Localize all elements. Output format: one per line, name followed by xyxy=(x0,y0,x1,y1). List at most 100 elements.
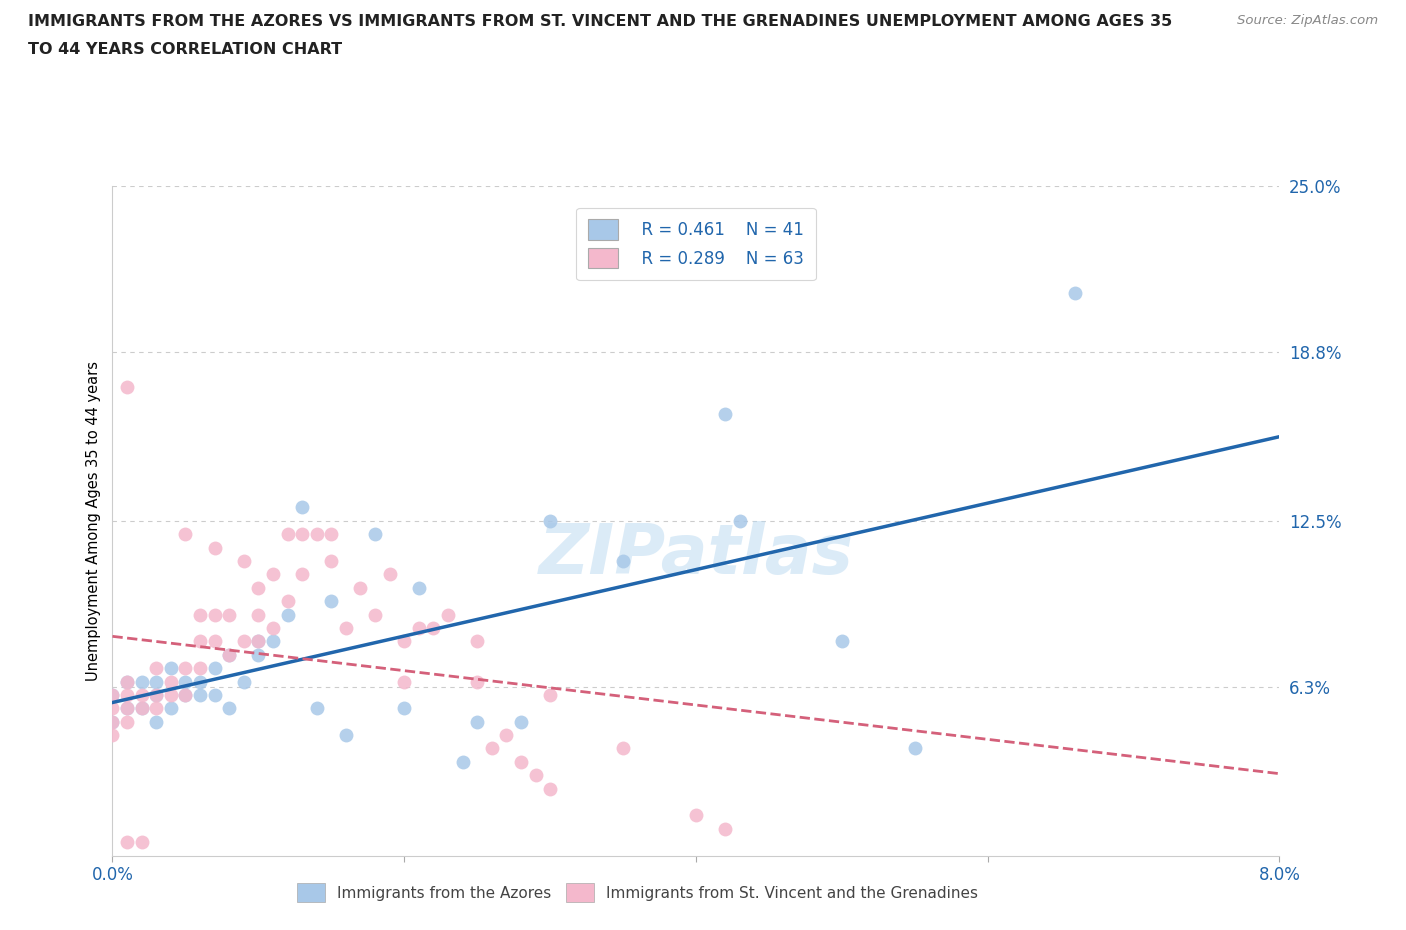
Point xyxy=(291,567,314,582)
Point xyxy=(131,687,153,702)
Point xyxy=(115,687,138,702)
Point xyxy=(728,513,751,528)
Point xyxy=(174,687,197,702)
Point xyxy=(101,714,124,729)
Point xyxy=(160,674,183,689)
Point xyxy=(101,714,124,729)
Point xyxy=(392,634,416,649)
Point xyxy=(392,674,416,689)
Point xyxy=(538,687,561,702)
Point xyxy=(685,808,707,823)
Point xyxy=(160,687,183,702)
Point xyxy=(145,687,167,702)
Point xyxy=(115,835,138,850)
Point xyxy=(612,741,634,756)
Point xyxy=(131,674,153,689)
Point xyxy=(115,674,138,689)
Point xyxy=(714,821,737,836)
Point xyxy=(335,620,357,635)
Point xyxy=(451,754,474,769)
Point xyxy=(349,580,371,595)
Point xyxy=(115,379,138,394)
Point xyxy=(1064,286,1087,300)
Legend: Immigrants from the Azores, Immigrants from St. Vincent and the Grenadines: Immigrants from the Azores, Immigrants f… xyxy=(291,877,984,909)
Point xyxy=(408,580,430,595)
Text: Source: ZipAtlas.com: Source: ZipAtlas.com xyxy=(1237,14,1378,27)
Point xyxy=(204,607,226,622)
Point xyxy=(188,660,211,675)
Point xyxy=(509,714,531,729)
Text: IMMIGRANTS FROM THE AZORES VS IMMIGRANTS FROM ST. VINCENT AND THE GRENADINES UNE: IMMIGRANTS FROM THE AZORES VS IMMIGRANTS… xyxy=(28,14,1173,29)
Point xyxy=(524,768,547,783)
Point xyxy=(145,687,167,702)
Point xyxy=(437,607,460,622)
Point xyxy=(305,701,328,716)
Point xyxy=(218,607,240,622)
Point xyxy=(101,687,124,702)
Point xyxy=(232,674,254,689)
Point xyxy=(131,835,153,850)
Point xyxy=(145,660,167,675)
Point xyxy=(101,701,124,716)
Point xyxy=(204,634,226,649)
Point xyxy=(247,634,270,649)
Point xyxy=(247,634,270,649)
Point xyxy=(131,701,153,716)
Point xyxy=(218,701,240,716)
Point xyxy=(101,727,124,742)
Point xyxy=(160,660,183,675)
Point xyxy=(538,513,561,528)
Point xyxy=(115,674,138,689)
Point xyxy=(378,567,401,582)
Point xyxy=(188,687,211,702)
Point xyxy=(276,526,298,541)
Point xyxy=(115,714,138,729)
Point xyxy=(465,634,488,649)
Point xyxy=(831,634,853,649)
Point xyxy=(145,701,167,716)
Point xyxy=(335,727,357,742)
Point xyxy=(145,674,167,689)
Point xyxy=(481,741,503,756)
Point xyxy=(612,553,634,568)
Point xyxy=(174,660,197,675)
Point xyxy=(188,674,211,689)
Point xyxy=(305,526,328,541)
Point xyxy=(174,687,197,702)
Point xyxy=(392,701,416,716)
Point xyxy=(218,647,240,662)
Point xyxy=(204,687,226,702)
Point xyxy=(465,714,488,729)
Point xyxy=(276,593,298,608)
Point xyxy=(321,526,343,541)
Point xyxy=(321,593,343,608)
Point xyxy=(422,620,444,635)
Point xyxy=(174,674,197,689)
Point xyxy=(714,406,737,421)
Point xyxy=(247,647,270,662)
Point xyxy=(364,526,387,541)
Point xyxy=(247,607,270,622)
Point xyxy=(509,754,531,769)
Point xyxy=(247,580,270,595)
Point xyxy=(291,526,314,541)
Point xyxy=(232,634,254,649)
Point xyxy=(465,674,488,689)
Point xyxy=(262,634,284,649)
Text: TO 44 YEARS CORRELATION CHART: TO 44 YEARS CORRELATION CHART xyxy=(28,42,342,57)
Point xyxy=(218,647,240,662)
Point xyxy=(408,620,430,635)
Point xyxy=(904,741,927,756)
Point xyxy=(188,634,211,649)
Point xyxy=(115,701,138,716)
Point xyxy=(145,714,167,729)
Point xyxy=(204,540,226,555)
Point xyxy=(262,620,284,635)
Point xyxy=(321,553,343,568)
Point xyxy=(204,660,226,675)
Point xyxy=(538,781,561,796)
Point xyxy=(276,607,298,622)
Point xyxy=(232,553,254,568)
Point xyxy=(291,500,314,515)
Point xyxy=(364,607,387,622)
